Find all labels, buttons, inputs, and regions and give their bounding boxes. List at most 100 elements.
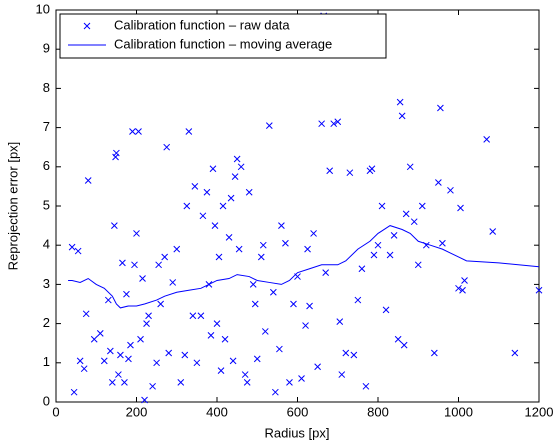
- data-point: [354, 296, 362, 304]
- data-point: [203, 188, 211, 196]
- data-point: [286, 379, 293, 386]
- data-point: [141, 396, 148, 404]
- data-point: [447, 186, 454, 194]
- data-point: [74, 247, 82, 255]
- data-point: [394, 335, 402, 343]
- data-point: [396, 98, 404, 106]
- data-point: [243, 379, 251, 386]
- data-point: [330, 120, 338, 128]
- data-point: [402, 210, 410, 218]
- data-point: [400, 341, 408, 349]
- data-point: [235, 245, 243, 253]
- data-point: [326, 167, 334, 175]
- data-point: [111, 222, 118, 229]
- data-point: [209, 165, 217, 173]
- data-point: [483, 136, 491, 143]
- data-point: [219, 202, 227, 210]
- data-point: [336, 318, 344, 325]
- data-point: [245, 188, 253, 196]
- data-point: [282, 239, 289, 247]
- data-point: [249, 281, 257, 288]
- data-point: [338, 371, 346, 378]
- data-point: [241, 371, 249, 378]
- data-point: [82, 310, 90, 318]
- data-point: [106, 347, 114, 355]
- data-point: [439, 239, 446, 247]
- data-point: [306, 302, 313, 310]
- data-point: [459, 286, 466, 294]
- data-point: [342, 349, 350, 357]
- data-point: [435, 179, 442, 186]
- data-point: [253, 355, 261, 363]
- data-point: [100, 357, 108, 365]
- data-point: [272, 388, 279, 396]
- data-point: [177, 379, 185, 386]
- data-point: [276, 345, 283, 353]
- y-tick-label: 6: [43, 158, 50, 173]
- data-point: [535, 286, 543, 294]
- data-point: [153, 359, 160, 367]
- data-point: [211, 222, 219, 229]
- data-point: [489, 228, 497, 235]
- data-point: [213, 320, 221, 327]
- data-point: [68, 243, 76, 251]
- data-point: [112, 153, 119, 161]
- data-point: [358, 265, 366, 273]
- data-point: [390, 232, 398, 239]
- y-tick-label: 3: [43, 276, 50, 291]
- data-point: [233, 155, 241, 163]
- data-point: [229, 357, 237, 365]
- data-point: [119, 259, 126, 267]
- y-tick-label: 2: [43, 315, 50, 330]
- data-point: [410, 218, 418, 226]
- x-tick-label: 0: [52, 404, 59, 419]
- data-point: [199, 212, 207, 220]
- data-point: [161, 253, 169, 261]
- data-point: [121, 379, 128, 386]
- y-tick-label: 1: [43, 354, 50, 369]
- data-point: [261, 328, 269, 335]
- data-point: [123, 290, 130, 298]
- y-tick-label: 0: [43, 393, 50, 408]
- data-point: [189, 312, 197, 320]
- data-point: [231, 173, 239, 180]
- data-point: [193, 359, 201, 367]
- data-point: [251, 300, 259, 308]
- y-tick-label: 7: [43, 119, 50, 134]
- data-point: [322, 269, 330, 276]
- data-point: [370, 251, 378, 259]
- y-tick-label: 8: [43, 80, 50, 95]
- data-point: [215, 253, 223, 261]
- data-point: [169, 279, 177, 286]
- data-point: [298, 375, 305, 382]
- data-point: [269, 288, 277, 296]
- legend-label: Calibration function – moving average: [114, 36, 332, 51]
- data-point: [259, 241, 267, 249]
- data-point: [437, 104, 444, 112]
- data-point: [185, 128, 193, 135]
- data-point: [207, 332, 215, 339]
- y-tick-label: 5: [43, 197, 50, 212]
- data-point: [378, 202, 386, 210]
- data-point: [139, 275, 146, 282]
- data-point: [302, 322, 309, 329]
- data-point: [414, 261, 422, 269]
- legend-box: [59, 13, 387, 59]
- x-tick-label: 200: [126, 404, 148, 419]
- y-tick-label: 10: [36, 1, 50, 16]
- data-point: [310, 230, 317, 237]
- data-point: [163, 143, 171, 151]
- data-point: [257, 253, 265, 261]
- data-point: [217, 367, 225, 374]
- data-point: [70, 388, 78, 396]
- data-point: [84, 177, 92, 184]
- data-point: [457, 204, 464, 212]
- x-tick-label: 1200: [525, 404, 554, 419]
- data-point: [131, 261, 138, 269]
- data-point: [133, 230, 140, 237]
- data-point: [362, 382, 370, 390]
- data-point: [113, 149, 120, 157]
- data-point: [76, 357, 84, 365]
- data-point: [304, 245, 311, 253]
